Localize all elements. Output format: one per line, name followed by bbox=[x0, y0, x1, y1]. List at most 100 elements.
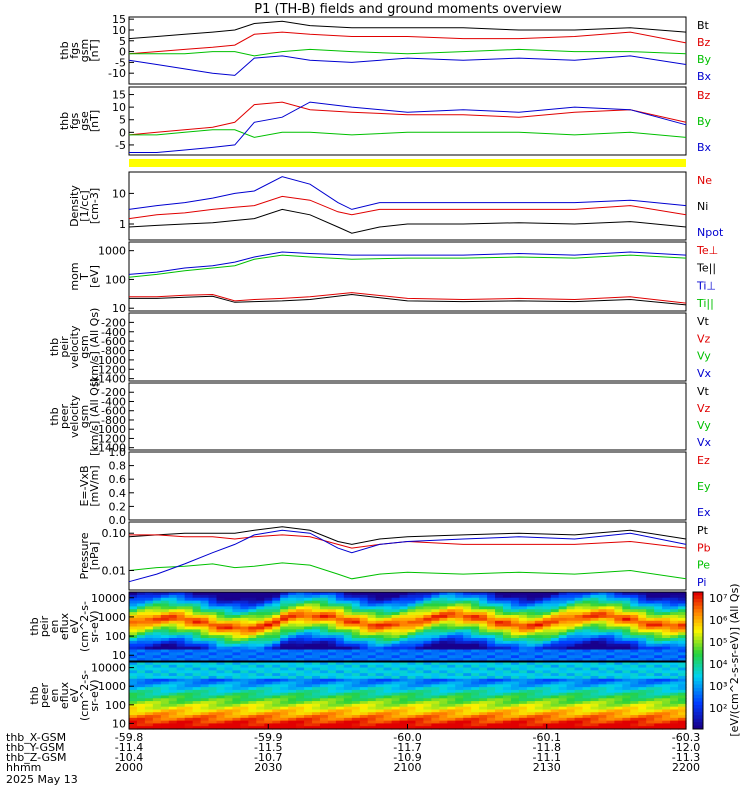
heat-cell bbox=[216, 698, 226, 702]
heat-cell bbox=[200, 667, 210, 671]
heat-cell bbox=[407, 709, 417, 713]
heat-cell bbox=[431, 723, 440, 727]
heat-cell bbox=[280, 667, 289, 671]
heat-cell bbox=[152, 600, 162, 605]
heat-cell bbox=[232, 720, 241, 725]
heat-cell bbox=[534, 615, 544, 619]
heat-cell bbox=[526, 675, 536, 680]
heat-cell bbox=[319, 594, 329, 599]
heat-cell bbox=[518, 706, 528, 711]
y-tick-label: 15 bbox=[112, 89, 126, 102]
heat-cell bbox=[136, 701, 146, 705]
heat-cell bbox=[351, 664, 361, 669]
heat-cell bbox=[662, 603, 671, 607]
heat-cell bbox=[678, 615, 687, 619]
heat-cell bbox=[280, 623, 289, 628]
heat-cell bbox=[359, 667, 369, 671]
heat-cell bbox=[534, 692, 544, 697]
heat-cell bbox=[248, 646, 257, 651]
heat-cell bbox=[654, 646, 663, 651]
heat-cell bbox=[638, 678, 647, 683]
heat-cell bbox=[144, 606, 154, 610]
heat-cell bbox=[304, 606, 313, 610]
heat-cell bbox=[184, 635, 194, 639]
heat-cell bbox=[431, 615, 440, 619]
heat-cell bbox=[256, 712, 265, 716]
heat-cell bbox=[367, 723, 377, 727]
heat-cell bbox=[415, 646, 425, 651]
heat-cell bbox=[319, 726, 329, 730]
heat-cell bbox=[471, 670, 480, 674]
heat-cell bbox=[129, 592, 138, 596]
heat-cell bbox=[463, 715, 472, 719]
heat-cell bbox=[423, 667, 432, 671]
heat-cell bbox=[264, 698, 273, 702]
heat-cell bbox=[447, 603, 456, 607]
heat-cell bbox=[152, 695, 162, 699]
heat-cell bbox=[399, 726, 409, 730]
heat-cell bbox=[550, 712, 560, 716]
heat-cell bbox=[176, 635, 186, 639]
x-tick-label: -59.8 bbox=[115, 731, 143, 744]
heat-cell bbox=[399, 717, 409, 722]
heat-cell bbox=[558, 692, 568, 697]
heat-cell bbox=[184, 640, 194, 645]
heat-cell bbox=[670, 698, 679, 702]
heat-cell bbox=[614, 706, 623, 711]
heat-cell bbox=[224, 664, 234, 669]
heat-cell bbox=[447, 638, 456, 642]
heat-cell bbox=[566, 698, 576, 702]
heat-cell bbox=[495, 646, 504, 651]
heat-cell bbox=[487, 678, 496, 683]
heat-cell bbox=[208, 640, 218, 645]
x-row-label: thb_Y-GSM bbox=[6, 741, 65, 754]
heat-cell bbox=[495, 662, 504, 666]
heat-cell bbox=[518, 623, 528, 628]
heat-cell bbox=[232, 600, 241, 605]
heat-cell bbox=[415, 626, 425, 630]
heat-cell bbox=[327, 701, 337, 705]
heat-cell bbox=[200, 678, 210, 683]
heat-cell bbox=[455, 695, 464, 699]
heat-cell bbox=[558, 652, 568, 656]
heat-cell bbox=[280, 620, 289, 625]
heat-cell bbox=[192, 623, 202, 628]
heat-cell bbox=[614, 726, 623, 730]
heat-cell bbox=[304, 692, 313, 697]
heat-cell bbox=[224, 695, 234, 699]
heat-cell bbox=[391, 649, 401, 653]
heat-cell bbox=[312, 603, 321, 607]
heat-cell bbox=[598, 701, 608, 705]
heat-cell bbox=[558, 626, 568, 630]
heat-cell bbox=[439, 709, 448, 713]
heat-cell bbox=[439, 678, 448, 683]
heat-cell bbox=[526, 678, 536, 683]
heat-cell bbox=[304, 681, 313, 685]
heat-cell bbox=[232, 649, 241, 653]
heat-cell bbox=[598, 667, 608, 671]
heat-cell bbox=[590, 658, 600, 662]
heat-cell bbox=[598, 726, 608, 730]
colorbar-band bbox=[693, 705, 703, 709]
heat-cell bbox=[367, 717, 377, 722]
heat-cell bbox=[622, 609, 631, 613]
heat-cell bbox=[272, 701, 281, 705]
heat-cell bbox=[662, 709, 671, 713]
heat-cell bbox=[590, 597, 600, 602]
heat-cell bbox=[335, 667, 345, 671]
heat-cell bbox=[176, 640, 186, 645]
heat-cell bbox=[319, 626, 329, 630]
heat-cell bbox=[391, 655, 401, 659]
heat-cell bbox=[136, 681, 146, 685]
heat-cell bbox=[582, 652, 592, 656]
heat-cell bbox=[598, 684, 608, 688]
heat-cell bbox=[574, 703, 584, 708]
heat-cell bbox=[129, 658, 138, 662]
heat-cell bbox=[232, 620, 241, 625]
heat-cell bbox=[574, 681, 584, 685]
heat-cell bbox=[256, 620, 265, 625]
heat-cell bbox=[614, 640, 623, 645]
heat-cell bbox=[304, 667, 313, 671]
heat-cell bbox=[208, 646, 218, 651]
x-row-label: thb_Z-GSM bbox=[6, 751, 66, 764]
